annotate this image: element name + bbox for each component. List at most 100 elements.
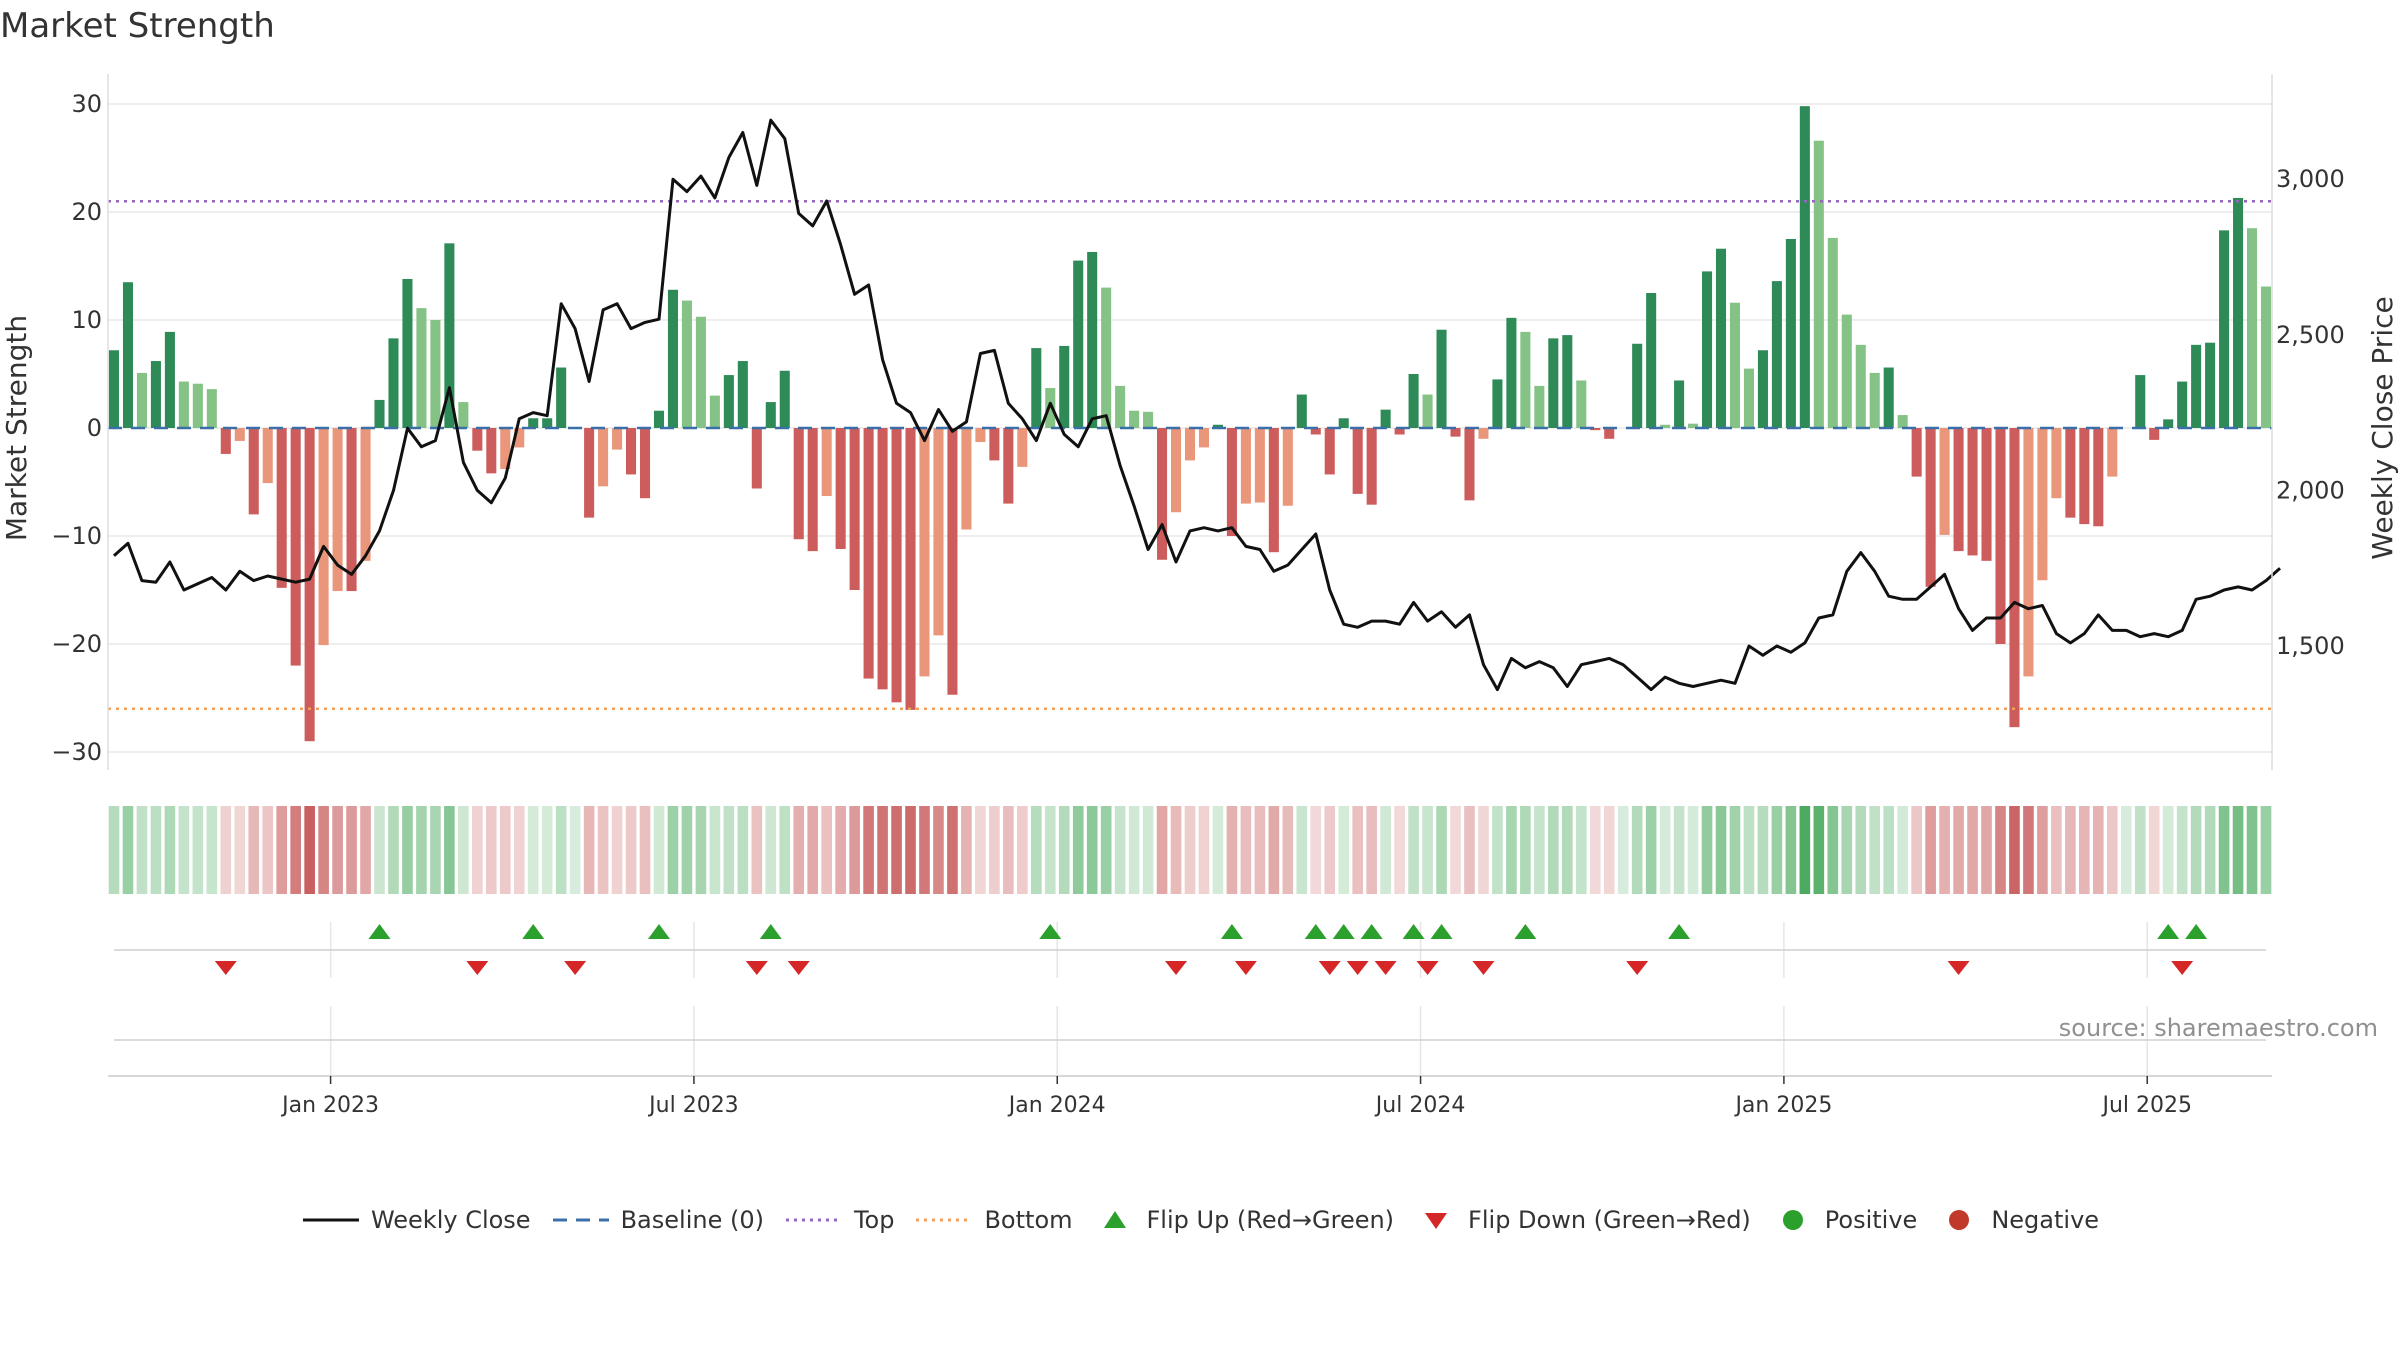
strength-bar (1995, 428, 2006, 644)
legend-item-baseline: Baseline (0) (551, 1206, 764, 1234)
heat-cell (304, 806, 315, 894)
strength-bar (178, 381, 189, 428)
strength-bar (1590, 428, 1601, 431)
axes-layer: −30 −20 −10 0 10 20 30 1,500 2,000 2,500 3,000 Mark… (0, 74, 2399, 1118)
strength-bar (556, 367, 567, 428)
heat-cell (1310, 806, 1322, 894)
strength-bar (1785, 239, 1796, 428)
x-tick-label: Jan 2025 (1733, 1093, 1832, 1118)
strength-bar (1450, 428, 1461, 437)
heat-cell (1142, 806, 1154, 894)
strength-bar (402, 278, 413, 428)
triangle-up-icon (1103, 1211, 1126, 1228)
strength-bar (2205, 342, 2216, 428)
heat-cell (1967, 806, 1978, 894)
strength-bar (1338, 418, 1349, 428)
strength-bar (1184, 428, 1196, 461)
heat-cell (709, 806, 721, 894)
heat-cell (1729, 806, 1741, 894)
strength-bar (1003, 428, 1014, 504)
heat-cell (1548, 806, 1559, 894)
heat-cell (1072, 806, 1084, 894)
flip-up-marker (2157, 924, 2180, 939)
strength-bar (1310, 428, 1321, 435)
strength-bar (1198, 428, 1210, 448)
strength-bar (2023, 428, 2034, 677)
strength-bar (709, 395, 720, 428)
strength-bar (1660, 424, 1671, 428)
legend-item-bottom: Bottom (914, 1206, 1073, 1234)
flip-down-marker (1234, 961, 1257, 975)
strength-bar (444, 243, 455, 428)
heat-cell (1701, 806, 1713, 894)
heat-cell (499, 806, 511, 894)
source-label: source: sharemaestro.com (2058, 1014, 2378, 1042)
heat-cell (947, 806, 958, 894)
strength-bar (262, 428, 273, 484)
y-tick-label: −30 (51, 738, 102, 766)
y2-tick-label: 2,000 (2276, 476, 2345, 504)
heat-cell (1282, 806, 1294, 894)
heat-cell (402, 806, 413, 894)
strength-bar (192, 383, 203, 428)
heat-cell (933, 806, 944, 894)
flip-down-marker (466, 961, 489, 975)
y-tick-label: −10 (51, 522, 102, 550)
flip-down-marker (745, 961, 768, 975)
heat-cell (905, 806, 916, 894)
legend-label-top: Top (853, 1206, 895, 1234)
heat-cell (1715, 806, 1727, 894)
strength-bar (528, 418, 539, 428)
strength-bars (108, 106, 2272, 742)
strength-bar (779, 370, 790, 428)
heat-cell (1534, 806, 1545, 894)
heat-cell (192, 806, 204, 894)
heat-cell (751, 806, 763, 894)
negative-dot-icon (1949, 1210, 1970, 1230)
strength-bar (1799, 106, 1810, 428)
heat-cell (1645, 806, 1657, 894)
strength-bar (975, 428, 986, 443)
flip-up-marker (647, 924, 670, 939)
heat-cell (1017, 806, 1028, 894)
strength-bar (1841, 314, 1852, 428)
heat-cell (863, 806, 874, 894)
flip-up-marker (1668, 924, 1691, 939)
flip-down-marker (1947, 961, 1970, 975)
positive-dot-icon (1782, 1210, 1803, 1230)
strength-bar (947, 428, 958, 695)
y-axis-title: Market Strength (0, 315, 33, 541)
heat-cell (108, 806, 120, 894)
strength-bar (1827, 237, 1838, 428)
legend-item-positive: Positive (1771, 1206, 1917, 1234)
x-tick-label: Jan 2023 (280, 1093, 379, 1118)
heat-cell (1450, 806, 1461, 894)
strength-bar (793, 428, 804, 540)
heat-cell (1673, 806, 1685, 894)
strength-bar (276, 428, 287, 588)
strength-bar (374, 399, 385, 428)
strength-bar (807, 428, 818, 552)
strength-bar (1771, 281, 1782, 428)
flip-up-marker (1039, 924, 1062, 939)
heat-cell (625, 806, 637, 894)
heat-cell (513, 806, 525, 894)
heat-cell (2148, 806, 2160, 894)
strength-bar (1576, 380, 1587, 428)
reference-lines (108, 199, 2272, 711)
legend-label-flip-up: Flip Up (Red→Green) (1146, 1206, 1395, 1234)
strength-bar (1017, 428, 1028, 467)
strength-bar (1380, 409, 1391, 428)
flip-down-marker (1416, 961, 1439, 975)
flip-up-marker (1514, 924, 1537, 939)
heat-cell (1184, 806, 1196, 894)
x-tick-label: Jan 2024 (1007, 1093, 1106, 1118)
strength-bar (989, 428, 1000, 461)
legend-item-weekly-close: Weekly Close (301, 1206, 531, 1234)
heat-cell (1995, 806, 2006, 894)
heat-cell (1981, 806, 1992, 894)
strength-bar (1688, 423, 1699, 428)
strength-bar (234, 428, 245, 441)
strength-bar (1632, 343, 1643, 428)
heat-cell (2134, 806, 2146, 894)
